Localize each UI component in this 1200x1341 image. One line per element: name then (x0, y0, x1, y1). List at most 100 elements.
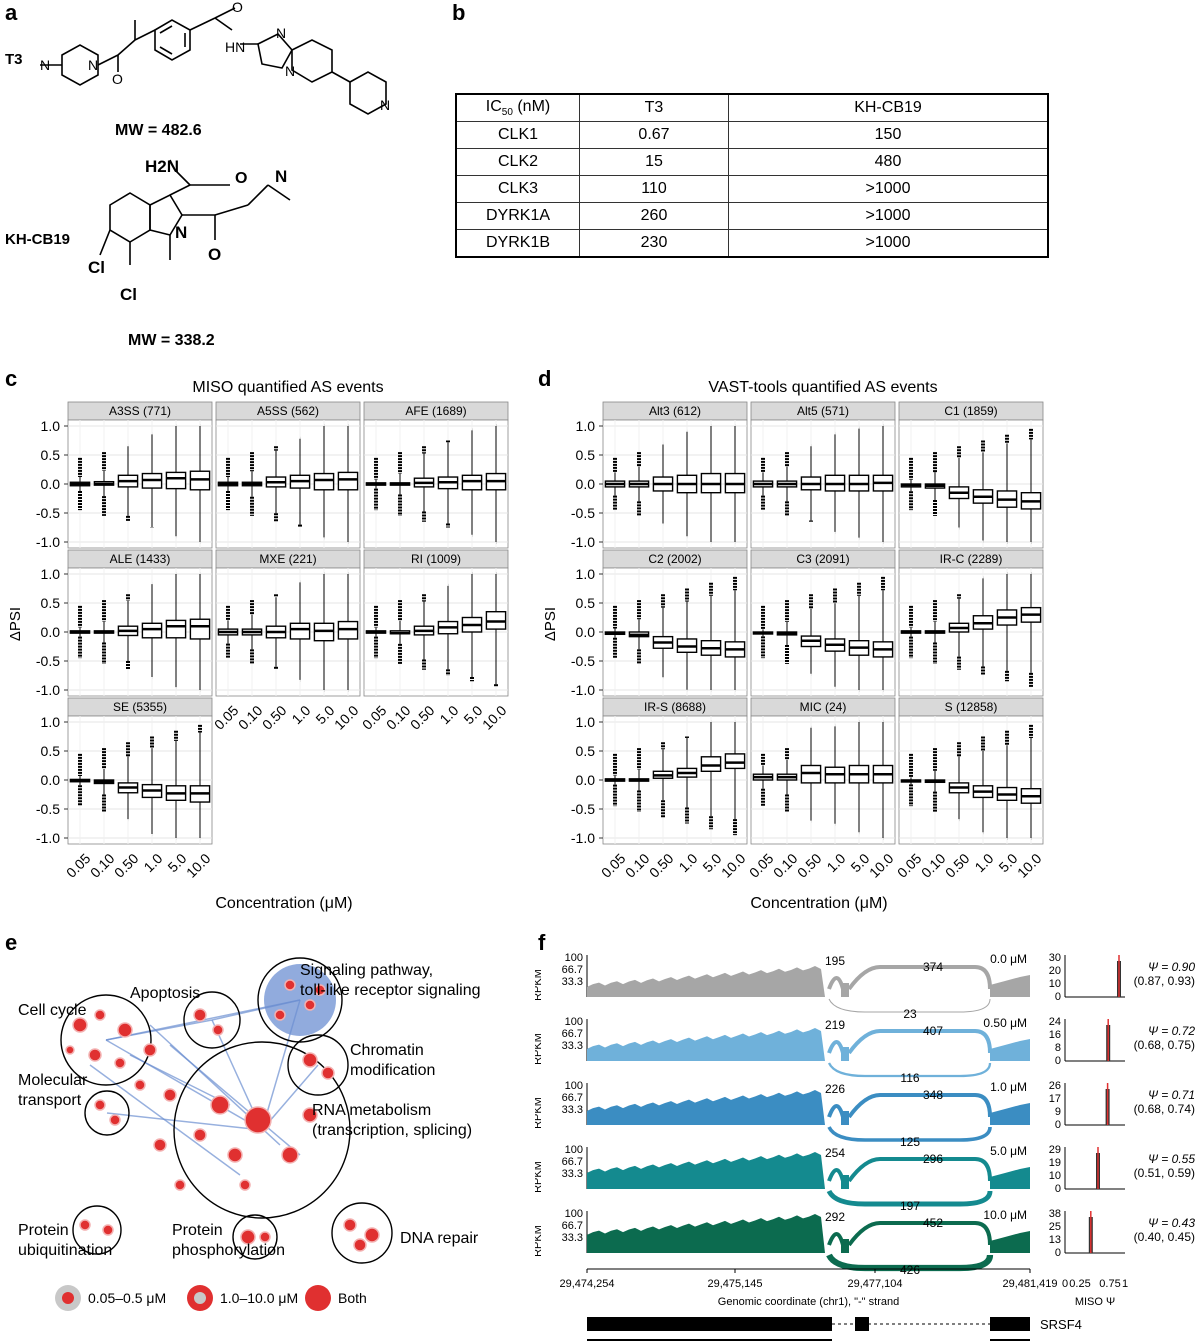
network-node (134, 1079, 146, 1091)
table-cell: 15 (579, 148, 729, 176)
panel-label-d: d (538, 366, 552, 391)
y-tick-label: 100 (565, 1016, 583, 1028)
facet-title: Alt3 (612) (649, 404, 701, 418)
network-node (364, 1227, 380, 1243)
y-tick-label: -0.5 (571, 653, 595, 669)
x-tick-label: 0.05 (359, 702, 390, 733)
x-tick-label: 0.05 (746, 850, 777, 881)
table-header-cell: T3 (579, 93, 729, 122)
y-tick-label: 0.5 (576, 447, 596, 463)
cluster-label: Chromatin modification (350, 1042, 435, 1079)
network-node (304, 999, 316, 1011)
hist-y-tick: 19 (1049, 1157, 1061, 1169)
benzene-ring-khcb19 (109, 192, 151, 243)
box (141, 622, 163, 639)
y-tick-label: 0.5 (41, 447, 61, 463)
chart-title: MISO quantified AS events (192, 379, 383, 396)
hist-y-tick: 17 (1049, 1093, 1061, 1105)
y-tick-label: -1.0 (36, 830, 60, 846)
y-tick-label: -0.5 (571, 505, 595, 521)
junction-arc (847, 1029, 992, 1055)
psi-ci: (0.68, 0.75) (1134, 1038, 1195, 1052)
table-header-cell: IC50 (nM) (455, 93, 580, 122)
y-tick-label: -0.5 (36, 801, 60, 817)
x-tick-label: 0.50 (646, 850, 677, 881)
hist-x-label: MISO Ψ (1075, 1296, 1115, 1308)
y-tick-label: -0.5 (36, 505, 60, 521)
x-tick-label: 10.0 (1014, 850, 1045, 881)
y-tick-label: 33.3 (562, 976, 583, 988)
y-axis-label: RPKM (535, 1225, 544, 1257)
atom-label: HN (225, 39, 245, 55)
x-tick-label: 1.0 (675, 850, 700, 875)
vast-boxplot-chart: VAST-tools quantified AS events Alt3 (612… (542, 379, 1045, 912)
table-cell: 480 (728, 148, 1049, 176)
x-tick-label: 0.50 (407, 702, 438, 733)
network-node (314, 984, 326, 996)
coverage-exon (841, 1111, 849, 1125)
x-tick-label: 0.50 (942, 850, 973, 881)
atom-label: N (175, 223, 187, 242)
y-tick-label: 100 (565, 952, 583, 964)
atom-label: Cl (88, 258, 105, 277)
hist-x-tick: 0 (1062, 1278, 1068, 1290)
network-node (210, 1095, 230, 1115)
network-node (163, 1088, 177, 1102)
y-tick-label: -1.0 (571, 682, 595, 698)
y-tick-label: 66.7 (562, 964, 583, 976)
hist-y-tick: 24 (1049, 1016, 1061, 1028)
coverage-area (587, 1214, 825, 1253)
junction-count: 374 (923, 960, 943, 974)
table-row: DYRK1B 230 >1000 (455, 229, 1049, 258)
box (165, 619, 187, 639)
gene-exon (990, 1317, 1030, 1331)
hist-x-tick: 0.75 (1099, 1278, 1120, 1290)
table-row: DYRK1A 260 >1000 (455, 202, 1049, 230)
box (189, 618, 211, 640)
hist-y-tick: 10 (1049, 1170, 1061, 1182)
x-tick-label: 29,477,104 (847, 1278, 902, 1290)
coverage-area (990, 1167, 1030, 1189)
junction-arc (847, 1157, 992, 1183)
y-axis-label: ΔPSI (7, 607, 24, 641)
x-tick-label: 1.0 (288, 702, 313, 727)
box (337, 471, 359, 491)
table-cell: CLK2 (455, 148, 580, 176)
cluster-label: Signaling pathway, toll-like receptor sig… (300, 962, 481, 999)
network-node (274, 1009, 286, 1021)
molecular-weight-t3: MW = 482.6 (115, 122, 202, 139)
y-tick-label: 0.0 (41, 624, 61, 640)
table-header-row: IC50 (nM) T3 KH-CB19 (455, 93, 1049, 122)
table-row: CLK2 15 480 (455, 148, 1049, 176)
hist-y-tick: 20 (1049, 965, 1061, 977)
concentration-label: 1.0 μM (990, 1080, 1027, 1094)
network-edge (129, 1054, 231, 1106)
junction-count: 197 (900, 1199, 920, 1213)
concentration-label: 5.0 μM (990, 1144, 1027, 1158)
x-tick-label: 0.50 (111, 850, 142, 881)
network-node (353, 1238, 367, 1252)
x-tick-label: 10.0 (479, 702, 510, 733)
junction-count: 125 (900, 1135, 920, 1149)
y-tick-label: -1.0 (571, 830, 595, 846)
y-tick-label: -0.5 (571, 801, 595, 817)
pyridine-ring (349, 71, 387, 115)
y-tick-label: 66.7 (562, 1156, 583, 1168)
atom-label: N (285, 63, 295, 79)
cluster-outline (331, 1202, 393, 1264)
facet-title: C3 (2091) (796, 552, 849, 566)
x-tick-label: 29,481,419 (1002, 1278, 1057, 1290)
network-node (174, 1179, 186, 1191)
facet-title: RI (1009) (411, 552, 461, 566)
x-axis-label: Concentration (μM) (750, 895, 887, 912)
hist-y-tick: 38 (1049, 1208, 1061, 1220)
hist-y-tick: 16 (1049, 1029, 1061, 1041)
box (289, 622, 311, 640)
network-node (114, 1057, 126, 1069)
atom-label: O (208, 245, 221, 264)
x-tick-label: 29,475,145 (707, 1278, 762, 1290)
junction-arc (827, 1040, 845, 1054)
network-edge (89, 1064, 241, 1176)
box (165, 471, 187, 490)
